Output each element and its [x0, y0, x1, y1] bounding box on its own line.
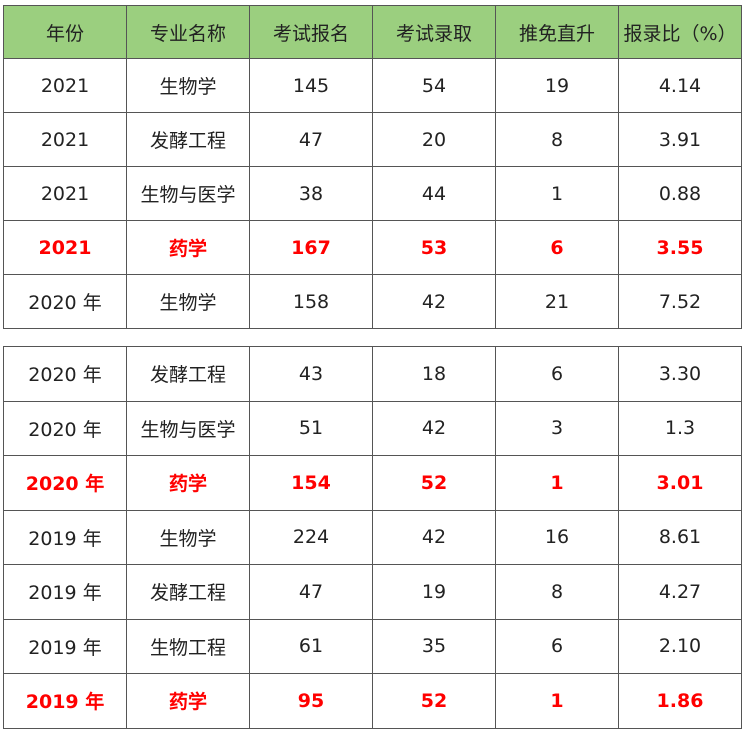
recommended-cell: 19 [495, 58, 619, 113]
admitted-cell: 44 [372, 166, 496, 221]
applicants-cell: 95 [249, 673, 373, 729]
admitted-cell: 42 [372, 274, 496, 329]
ratio-cell: 0.88 [618, 166, 742, 221]
applicants-cell: 51 [249, 400, 373, 456]
recommended-cell: 1 [495, 673, 619, 729]
year-cell: 2019 年 [3, 564, 127, 620]
table-row-highlighted: 2020 年药学 154 52 1 3.01 [3, 455, 742, 511]
recommended-cell: 3 [495, 400, 619, 456]
applicants-cell: 158 [249, 274, 373, 329]
recommended-cell: 1 [495, 455, 619, 511]
major-cell: 生物学 [126, 509, 250, 565]
year-cell: 2020 年 [3, 400, 127, 456]
applicants-cell: 61 [249, 618, 373, 674]
header-applicants: 考试报名 [249, 5, 373, 59]
year-cell: 2020 年 [3, 274, 127, 329]
ratio-cell: 3.91 [618, 112, 742, 167]
table-header-row: 年份 专业名称 考试报名 考试录取 推免直升 报录比（%） [3, 5, 742, 59]
admitted-cell: 53 [372, 220, 496, 275]
admitted-cell: 20 [372, 112, 496, 167]
ratio-cell: 1.86 [618, 673, 742, 729]
header-recommended: 推免直升 [495, 5, 619, 59]
admission-table-part2: 2020 年发酵工程 43 18 6 3.30 2020 年生物与医学 51 42 3 1.3 20… [3, 346, 742, 729]
major-cell: 生物学 [126, 58, 250, 113]
table-row: 2020 年生物学 158 42 21 7.52 [3, 274, 742, 329]
admission-table-part1: 年份 专业名称 考试报名 考试录取 推免直升 报录比（%） 2021 生物学 145… [3, 5, 742, 329]
major-cell: 生物与医学 [126, 400, 250, 456]
major-cell: 生物工程 [126, 618, 250, 674]
table-row: 2021 生物学 145 54 19 4.14 [3, 58, 742, 113]
major-cell: 生物与医学 [126, 166, 250, 221]
major-cell: 药学 [126, 220, 250, 275]
applicants-cell: 38 [249, 166, 373, 221]
table-row: 2021 生物与医学 38 44 1 0.88 [3, 166, 742, 221]
admitted-cell: 42 [372, 509, 496, 565]
major-cell: 生物学 [126, 274, 250, 329]
table-row-highlighted: 2021 药学 167 53 6 3.55 [3, 220, 742, 275]
header-major: 专业名称 [126, 5, 250, 59]
year-cell: 2021 [3, 220, 127, 275]
year-cell: 2021 [3, 58, 127, 113]
year-cell: 2019 年 [3, 509, 127, 565]
admitted-cell: 52 [372, 673, 496, 729]
major-cell: 药学 [126, 455, 250, 511]
ratio-cell: 8.61 [618, 509, 742, 565]
ratio-cell: 3.55 [618, 220, 742, 275]
page-break-gap [0, 332, 754, 344]
table-row: 2019 年生物学 224 42 16 8.61 [3, 509, 742, 565]
admitted-cell: 18 [372, 346, 496, 402]
recommended-cell: 8 [495, 112, 619, 167]
year-cell: 2020 年 [3, 346, 127, 402]
table-row: 2021 发酵工程 47 20 8 3.91 [3, 112, 742, 167]
table-row: 2020 年生物与医学 51 42 3 1.3 [3, 400, 742, 456]
major-cell: 药学 [126, 673, 250, 729]
ratio-cell: 4.14 [618, 58, 742, 113]
applicants-cell: 154 [249, 455, 373, 511]
year-cell: 2020 年 [3, 455, 127, 511]
admitted-cell: 52 [372, 455, 496, 511]
header-ratio: 报录比（%） [618, 5, 742, 59]
admitted-cell: 42 [372, 400, 496, 456]
admitted-cell: 35 [372, 618, 496, 674]
ratio-cell: 3.01 [618, 455, 742, 511]
recommended-cell: 6 [495, 346, 619, 402]
table-row: 2019 年发酵工程 47 19 8 4.27 [3, 564, 742, 620]
applicants-cell: 43 [249, 346, 373, 402]
recommended-cell: 1 [495, 166, 619, 221]
admitted-cell: 54 [372, 58, 496, 113]
major-cell: 发酵工程 [126, 564, 250, 620]
recommended-cell: 6 [495, 618, 619, 674]
ratio-cell: 4.27 [618, 564, 742, 620]
admitted-cell: 19 [372, 564, 496, 620]
year-cell: 2019 年 [3, 673, 127, 729]
header-year: 年份 [3, 5, 127, 59]
applicants-cell: 145 [249, 58, 373, 113]
recommended-cell: 8 [495, 564, 619, 620]
year-cell: 2021 [3, 112, 127, 167]
applicants-cell: 47 [249, 564, 373, 620]
table-row-highlighted: 2019 年药学 95 52 1 1.86 [3, 673, 742, 729]
recommended-cell: 16 [495, 509, 619, 565]
major-cell: 发酵工程 [126, 346, 250, 402]
applicants-cell: 47 [249, 112, 373, 167]
ratio-cell: 2.10 [618, 618, 742, 674]
ratio-cell: 3.30 [618, 346, 742, 402]
header-admitted: 考试录取 [372, 5, 496, 59]
applicants-cell: 167 [249, 220, 373, 275]
table-row: 2020 年发酵工程 43 18 6 3.30 [3, 346, 742, 402]
table-row: 2019 年生物工程 61 35 6 2.10 [3, 618, 742, 674]
applicants-cell: 224 [249, 509, 373, 565]
year-cell: 2021 [3, 166, 127, 221]
ratio-cell: 7.52 [618, 274, 742, 329]
recommended-cell: 21 [495, 274, 619, 329]
recommended-cell: 6 [495, 220, 619, 275]
year-cell: 2019 年 [3, 618, 127, 674]
ratio-cell: 1.3 [618, 400, 742, 456]
major-cell: 发酵工程 [126, 112, 250, 167]
